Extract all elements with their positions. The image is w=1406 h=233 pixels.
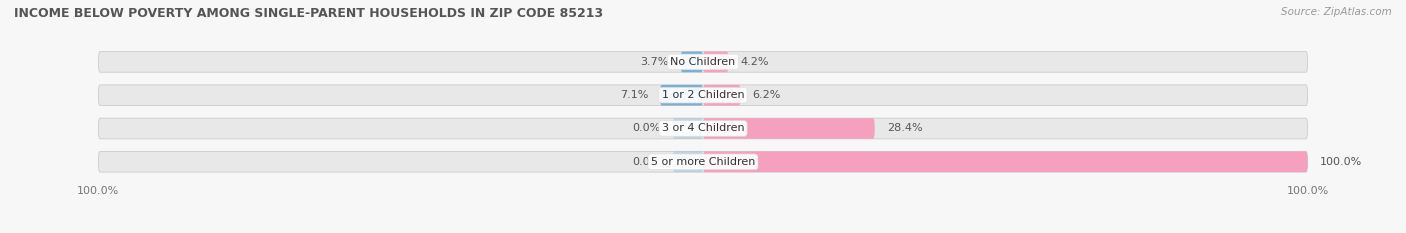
FancyBboxPatch shape (98, 151, 1308, 172)
FancyBboxPatch shape (98, 118, 1308, 139)
FancyBboxPatch shape (659, 85, 703, 106)
Text: 0.0%: 0.0% (633, 157, 661, 167)
FancyBboxPatch shape (703, 118, 875, 139)
Text: 28.4%: 28.4% (887, 123, 922, 134)
Text: 1 or 2 Children: 1 or 2 Children (662, 90, 744, 100)
Text: 5 or more Children: 5 or more Children (651, 157, 755, 167)
FancyBboxPatch shape (703, 85, 741, 106)
FancyBboxPatch shape (98, 85, 1308, 106)
FancyBboxPatch shape (703, 151, 1308, 172)
Text: 3.7%: 3.7% (640, 57, 668, 67)
Text: 4.2%: 4.2% (741, 57, 769, 67)
Text: 7.1%: 7.1% (620, 90, 648, 100)
FancyBboxPatch shape (672, 151, 703, 172)
Text: 0.0%: 0.0% (633, 123, 661, 134)
FancyBboxPatch shape (672, 118, 703, 139)
Text: 100.0%: 100.0% (1320, 157, 1362, 167)
Text: Source: ZipAtlas.com: Source: ZipAtlas.com (1281, 7, 1392, 17)
Text: 3 or 4 Children: 3 or 4 Children (662, 123, 744, 134)
Text: INCOME BELOW POVERTY AMONG SINGLE-PARENT HOUSEHOLDS IN ZIP CODE 85213: INCOME BELOW POVERTY AMONG SINGLE-PARENT… (14, 7, 603, 20)
Text: No Children: No Children (671, 57, 735, 67)
Text: 6.2%: 6.2% (752, 90, 780, 100)
FancyBboxPatch shape (703, 51, 728, 72)
FancyBboxPatch shape (98, 51, 1308, 72)
FancyBboxPatch shape (681, 51, 703, 72)
